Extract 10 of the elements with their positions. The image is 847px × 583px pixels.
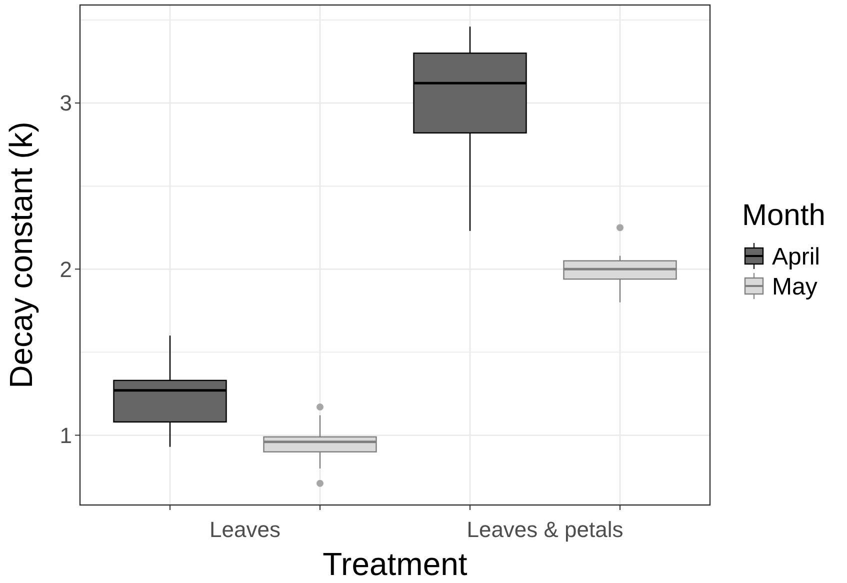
- legend-label: April: [772, 243, 820, 270]
- y-axis-title: Decay constant (k): [3, 122, 39, 388]
- y-tick-label: 3: [60, 90, 72, 116]
- x-tick-label: Leaves & petals: [466, 517, 624, 542]
- x-tick-label: Leaves: [210, 517, 280, 542]
- y-tick-label: 2: [60, 256, 72, 282]
- legend-title: Month: [742, 199, 826, 232]
- x-axis-title: Treatment: [322, 546, 468, 582]
- y-tick-label: 1: [60, 422, 72, 448]
- legend-label: May: [772, 273, 818, 300]
